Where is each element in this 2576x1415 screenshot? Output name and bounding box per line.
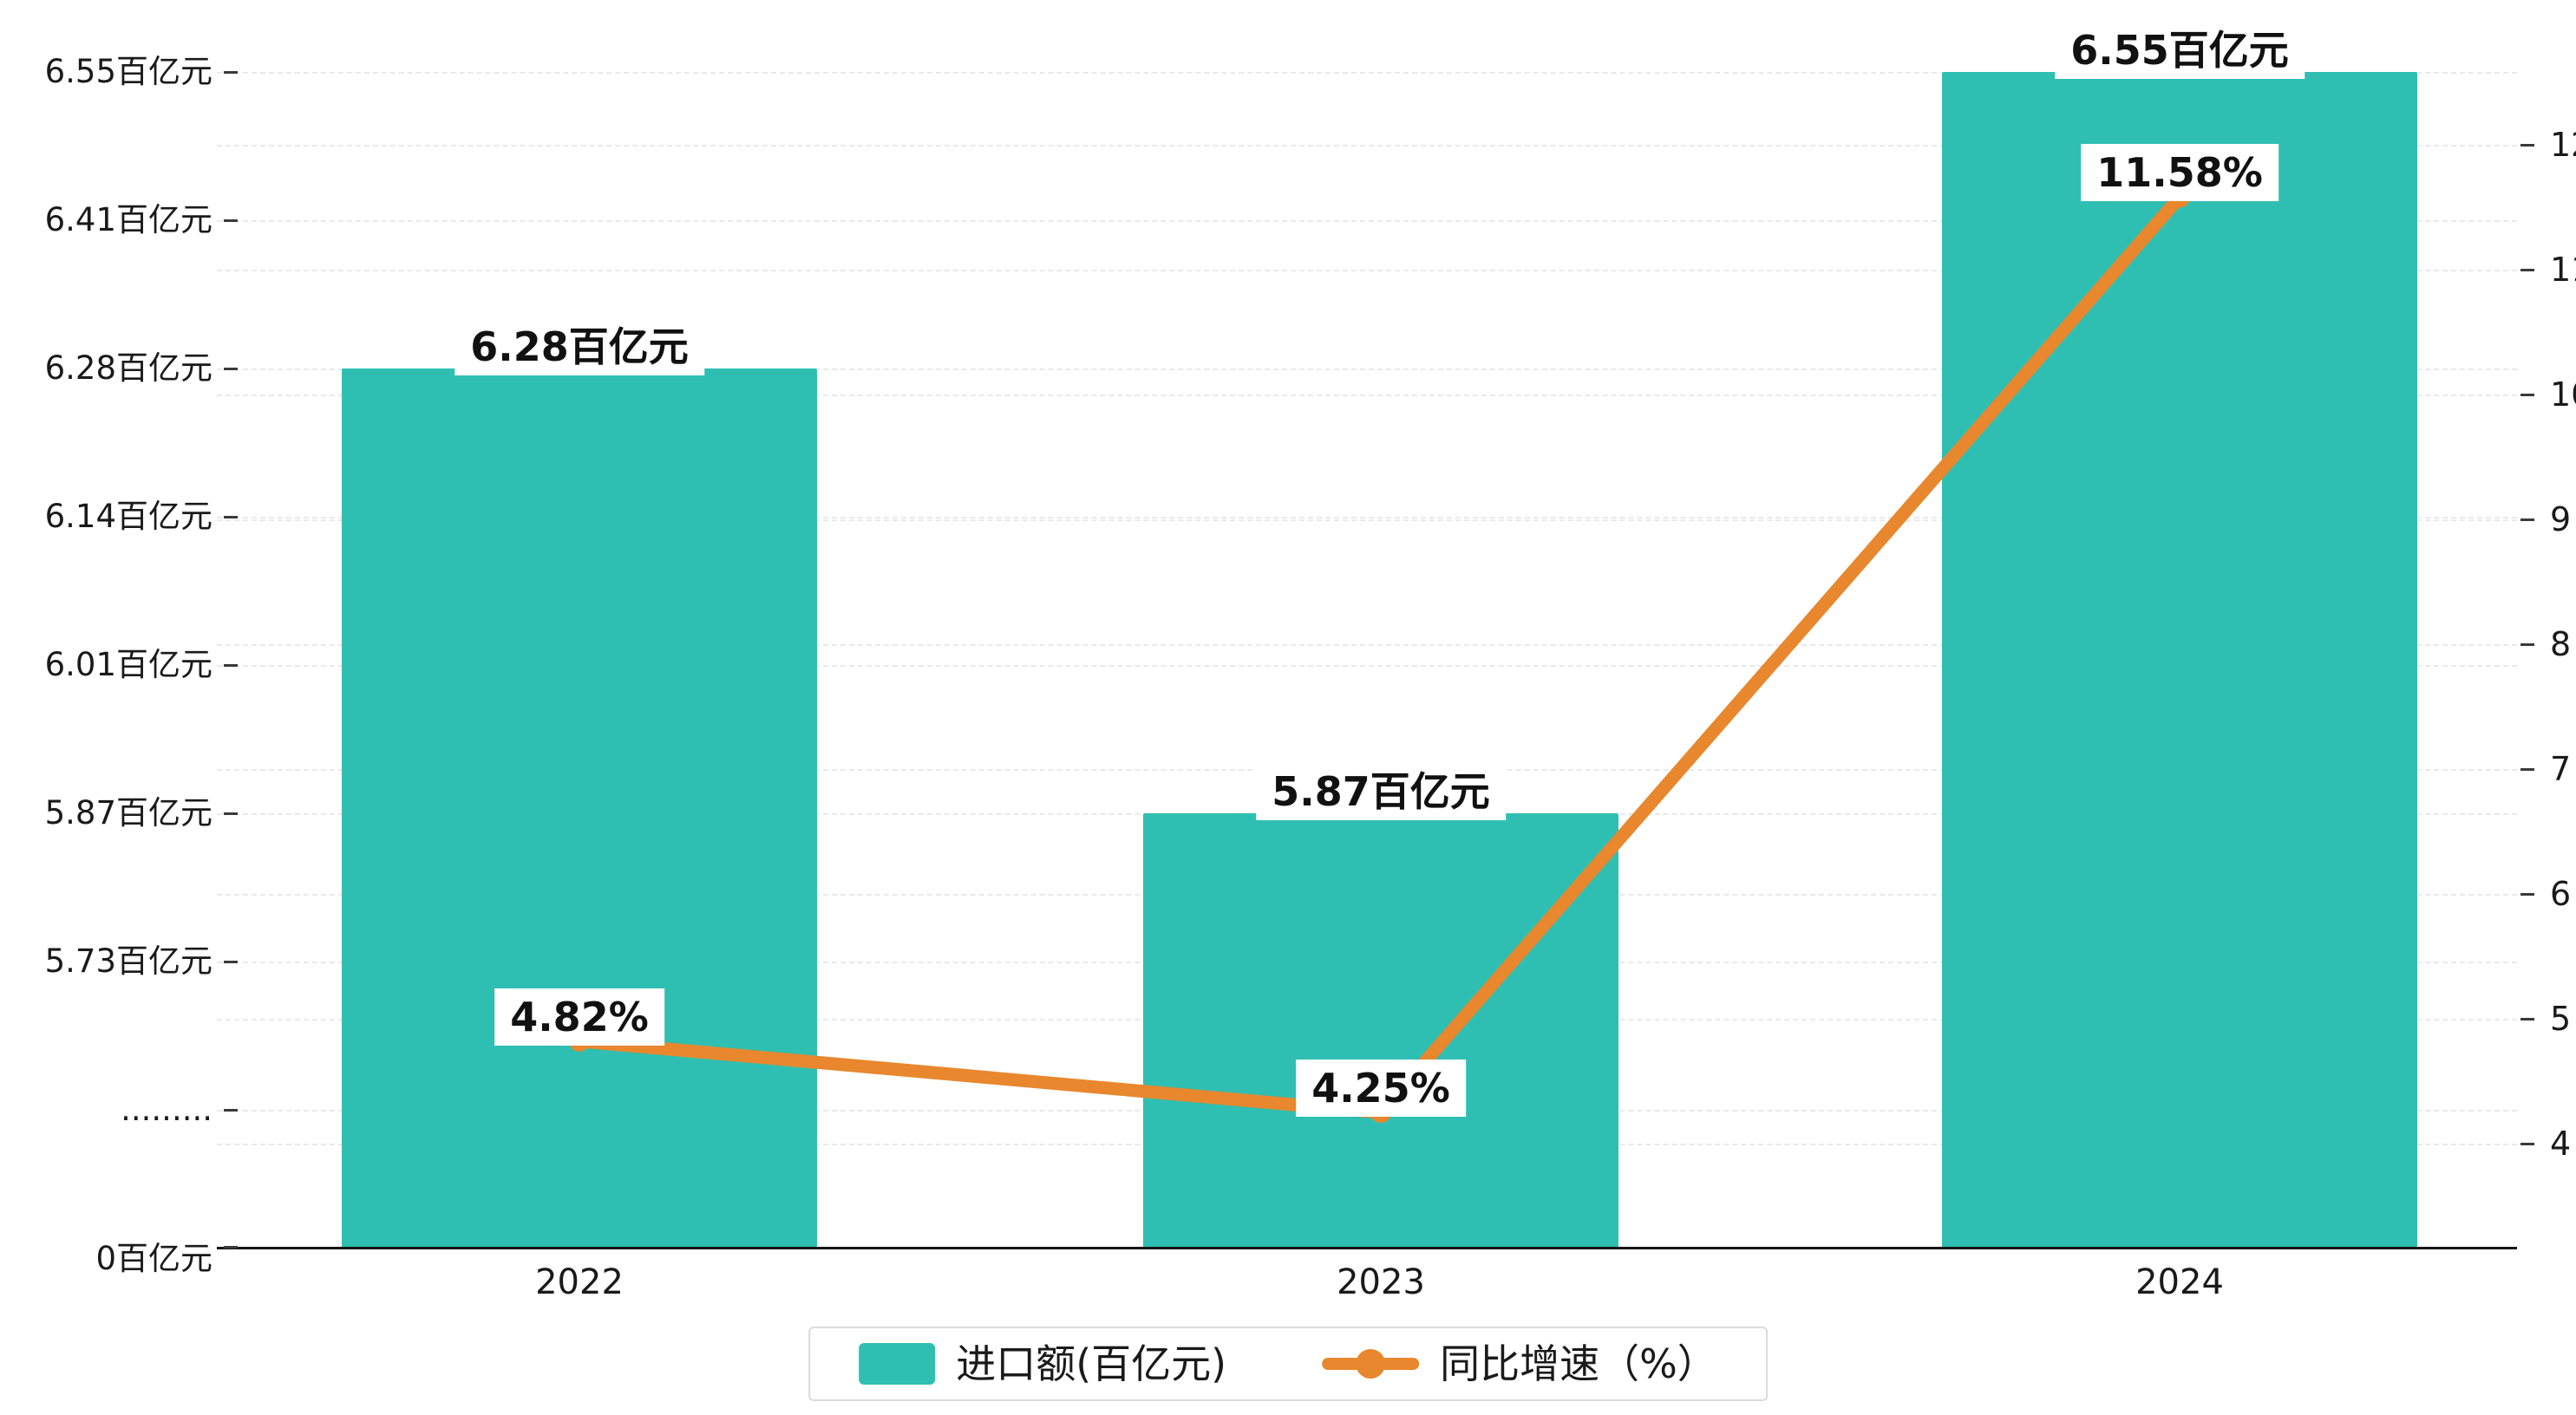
bar-swatch-icon (859, 1343, 936, 1385)
x-axis-label-2024: 2024 (2135, 1262, 2224, 1302)
right-axis-tick-mark (2520, 518, 2534, 521)
right-axis-tick-mark (2520, 893, 2534, 896)
right-axis-tick-label: 9 (2550, 500, 2572, 538)
growth-line[interactable] (572, 190, 2187, 1119)
right-axis-tick-mark (2520, 269, 2534, 271)
legend-item-imports[interactable]: 进口额(百亿元) (859, 1340, 1226, 1387)
left-axis-tick-label: 6.55百亿元 (44, 53, 212, 90)
growth-value-label-2024: 11.58% (2081, 144, 2279, 202)
legend-growth-label: 同比增速（%） (1440, 1340, 1717, 1387)
left-axis-tick-mark (224, 1109, 238, 1112)
right-axis-tick-label: 11 (2550, 251, 2576, 289)
growth-value-label-2023: 4.25% (1296, 1060, 1466, 1117)
left-axis-tick-mark (224, 812, 238, 815)
left-axis-tick-label: 5.87百亿元 (44, 794, 212, 831)
left-axis-tick-label: 6.41百亿元 (44, 201, 212, 238)
x-axis-line (217, 1247, 2517, 1249)
left-axis-tick-label: 6.28百亿元 (44, 349, 212, 387)
right-axis-tick-mark (2520, 1143, 2534, 1145)
right-axis-tick-label: 5 (2550, 1000, 2572, 1038)
right-axis-tick-label: 12 (2550, 126, 2576, 164)
bar-value-label-2024: 6.55百亿元 (2055, 22, 2305, 79)
left-axis-tick-mark (224, 71, 238, 74)
grid-line (217, 644, 2517, 646)
right-axis-tick-mark (2520, 643, 2534, 646)
growth-value-label-2022: 4.82% (494, 988, 664, 1046)
grid-line (217, 519, 2517, 521)
left-axis-break-label: ......... (121, 1091, 212, 1128)
bar-2022[interactable] (342, 368, 817, 1247)
right-axis-tick-label: 7 (2550, 750, 2572, 788)
left-axis-tick-mark (224, 961, 238, 963)
line-swatch-icon (1322, 1349, 1420, 1379)
left-axis-tick-mark (224, 1246, 238, 1249)
x-axis-label-2022: 2022 (535, 1262, 624, 1302)
left-axis-tick-label: 6.01百亿元 (44, 646, 212, 683)
left-axis-tick-label: 5.73百亿元 (44, 942, 212, 980)
right-axis-tick-label: 4 (2550, 1125, 2572, 1163)
legend-item-growth[interactable]: 同比增速（%） (1322, 1340, 1717, 1387)
bar-2023[interactable] (1143, 813, 1618, 1247)
grid-line (217, 665, 2517, 667)
grid-line (217, 72, 2517, 74)
bar-value-label-2023: 5.87百亿元 (1256, 763, 1506, 820)
right-axis-tick-mark (2520, 144, 2534, 147)
left-axis-tick-mark (224, 664, 238, 667)
left-axis-tick-mark (224, 516, 238, 518)
right-axis-tick-mark (2520, 1018, 2534, 1020)
right-axis-tick-label: 8 (2550, 625, 2572, 663)
grid-line (217, 395, 2517, 396)
right-axis-tick-label: 10 (2550, 375, 2576, 414)
grid-line (217, 220, 2517, 222)
right-axis-tick-mark (2520, 768, 2534, 771)
grid-line (217, 270, 2517, 271)
grid-line (217, 368, 2517, 370)
bar-value-label-2022: 6.28百亿元 (454, 318, 704, 375)
right-axis-tick-label: 6 (2550, 875, 2572, 913)
left-axis-tick-label: 0百亿元 (95, 1240, 212, 1277)
right-axis-tick-mark (2520, 394, 2534, 396)
legend: 进口额(百亿元) 同比增速（%） (808, 1327, 1768, 1401)
left-axis-tick-label: 6.14百亿元 (44, 498, 212, 535)
line-dot-icon (1356, 1349, 1386, 1379)
grid-line (217, 145, 2517, 147)
bar-2024[interactable] (1942, 72, 2417, 1247)
left-axis-tick-mark (224, 368, 238, 370)
grid-line (217, 517, 2517, 518)
x-axis-label-2023: 2023 (1337, 1262, 1425, 1302)
left-axis-tick-mark (224, 219, 238, 222)
legend-imports-label: 进口额(百亿元) (956, 1340, 1227, 1387)
